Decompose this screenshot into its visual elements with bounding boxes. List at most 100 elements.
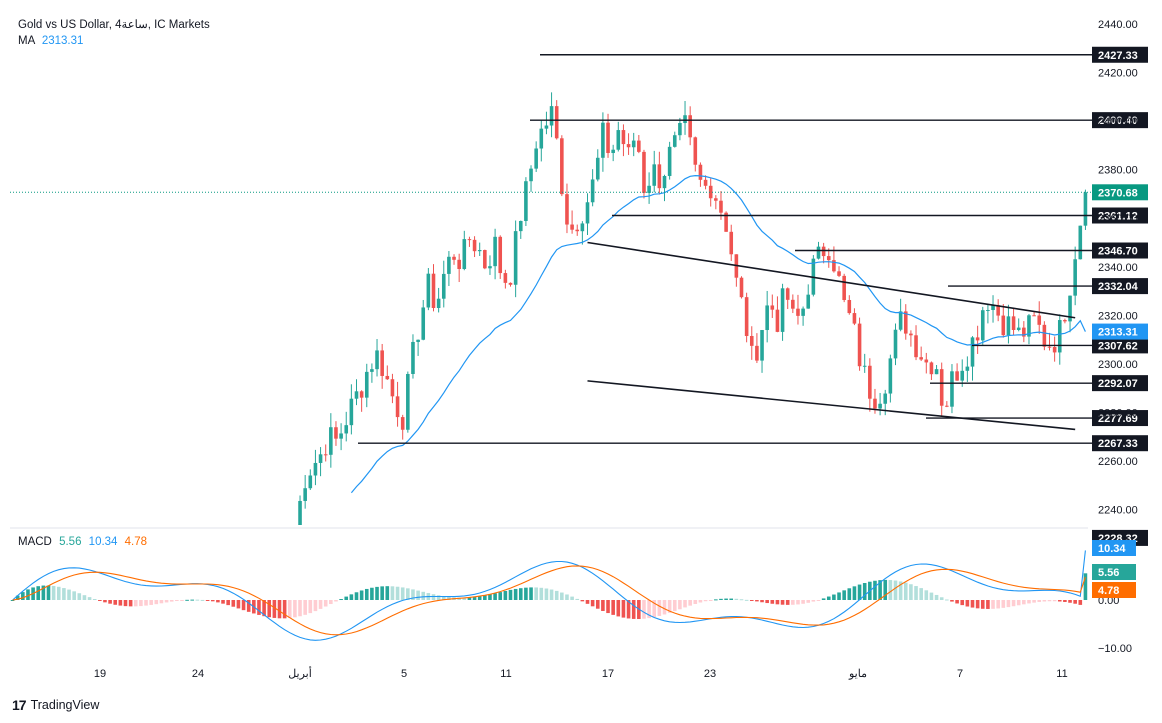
macd-histogram-bar bbox=[1006, 600, 1011, 608]
macd-histogram-bar bbox=[1011, 600, 1016, 607]
price-level-badge bbox=[1092, 435, 1148, 452]
macd-histogram-bar bbox=[960, 600, 965, 606]
macd-histogram-bar bbox=[128, 600, 133, 607]
tradingview-logo[interactable]: 17 TradingView bbox=[12, 697, 99, 713]
ma-price-badge bbox=[1092, 323, 1148, 340]
price-axis-tick: 2320.00 bbox=[1098, 310, 1138, 322]
candle-body bbox=[960, 370, 965, 381]
candle-body bbox=[616, 130, 621, 150]
candle-body bbox=[549, 106, 554, 126]
macd-histogram-bar bbox=[370, 587, 374, 600]
candle-body bbox=[785, 288, 790, 300]
macd-histogram-bar bbox=[236, 600, 241, 609]
macd-histogram-bar bbox=[560, 592, 564, 600]
macd-histogram-bar bbox=[724, 598, 728, 600]
price-axis-tick: 2400.00 bbox=[1098, 116, 1138, 128]
macd-histogram-bar bbox=[965, 600, 970, 607]
candle-body bbox=[590, 179, 595, 203]
trendline-lower[interactable] bbox=[587, 380, 1076, 431]
candle-body bbox=[739, 277, 744, 298]
macd-histogram-bar bbox=[611, 600, 615, 615]
candle-body bbox=[893, 329, 898, 359]
macd-histogram-bar bbox=[796, 600, 800, 605]
macd-histogram-bar bbox=[10, 600, 15, 601]
macd-histogram-bar bbox=[1001, 600, 1006, 608]
candle-body bbox=[421, 307, 426, 340]
macd-histogram-bar bbox=[221, 600, 225, 604]
macd-histogram-bar bbox=[164, 600, 169, 603]
candle-body bbox=[518, 220, 523, 232]
macd-histogram-bar bbox=[719, 598, 723, 600]
price-level-label: 2361.12 bbox=[1098, 211, 1138, 223]
candle-body bbox=[313, 462, 318, 476]
macd-histogram-bar bbox=[955, 600, 959, 604]
macd-histogram-bar bbox=[154, 600, 159, 605]
candle-body bbox=[1073, 259, 1077, 296]
macd-histogram-bar bbox=[123, 600, 128, 607]
macd-histogram-bar bbox=[601, 600, 605, 611]
candle-body bbox=[1047, 346, 1052, 348]
macd-histogram-bar bbox=[46, 585, 51, 600]
candle-body bbox=[919, 357, 923, 360]
price-level-badge bbox=[1092, 242, 1148, 259]
price-axis-tick: 2260.00 bbox=[1098, 456, 1138, 468]
candle-body bbox=[765, 305, 769, 331]
macd-histogram-bar bbox=[678, 600, 682, 610]
tradingview-logo-text: TradingView bbox=[30, 698, 100, 712]
time-axis-label: 19 bbox=[94, 668, 106, 680]
ma-legend: MA 2313.31 bbox=[18, 35, 83, 47]
macd-histogram-bar bbox=[293, 600, 297, 618]
candle-body bbox=[508, 282, 513, 285]
candle-body bbox=[626, 144, 631, 148]
macd-histogram-bar bbox=[647, 600, 651, 619]
macd-histogram-bar bbox=[801, 600, 805, 604]
candle-body bbox=[344, 425, 349, 434]
macd-histogram-bar bbox=[590, 600, 595, 607]
macd-value-badge-label: 5.56 bbox=[1098, 567, 1119, 579]
macd-histogram-bar bbox=[539, 587, 544, 600]
macd-histogram-bar bbox=[986, 600, 990, 609]
candle-body bbox=[970, 337, 975, 367]
price-axis-tick: 2440.00 bbox=[1098, 19, 1138, 31]
candle-body bbox=[1006, 316, 1011, 336]
candle-body bbox=[390, 379, 395, 397]
candle-body bbox=[483, 250, 487, 269]
macd-histogram-bar bbox=[903, 582, 908, 600]
macd-histogram-bar bbox=[606, 600, 610, 614]
macd-value-3: 4.78 bbox=[124, 536, 148, 548]
candle-body bbox=[462, 239, 467, 270]
macd-histogram-bar bbox=[708, 600, 713, 601]
candle-body bbox=[826, 256, 831, 261]
candle-body bbox=[929, 362, 934, 375]
macd-histogram-bar bbox=[770, 600, 775, 604]
ma-label: MA bbox=[18, 35, 35, 47]
macd-histogram-bar bbox=[87, 597, 92, 600]
macd-histogram-bar bbox=[493, 593, 497, 600]
macd-histogram-bar bbox=[760, 600, 764, 603]
candle-body bbox=[1042, 324, 1047, 347]
candle-body bbox=[945, 405, 949, 407]
candle-body bbox=[980, 310, 985, 341]
candle-body bbox=[780, 288, 785, 332]
price-level-badge bbox=[1092, 112, 1148, 129]
candle-body bbox=[534, 148, 538, 169]
price-axis-tick: 2420.00 bbox=[1098, 68, 1138, 80]
candle-body bbox=[637, 140, 641, 152]
macd-histogram-bar bbox=[811, 600, 816, 602]
trendline-upper[interactable] bbox=[587, 241, 1076, 319]
macd-histogram-bar bbox=[26, 589, 30, 600]
candle-body bbox=[775, 309, 780, 332]
macd-histogram-bar bbox=[929, 592, 934, 600]
candle-body bbox=[601, 122, 605, 158]
macd-histogram-bar bbox=[1063, 600, 1067, 602]
candle-body bbox=[703, 179, 708, 186]
macd-histogram-bar bbox=[441, 596, 446, 600]
candle-body bbox=[821, 246, 826, 257]
macd-histogram-bar bbox=[652, 600, 657, 618]
candle-body bbox=[606, 122, 610, 154]
macd-histogram-bar bbox=[554, 590, 559, 600]
time-axis-label: 7 bbox=[957, 668, 963, 680]
macd-histogram-bar bbox=[180, 600, 184, 601]
candle-body bbox=[683, 115, 687, 124]
